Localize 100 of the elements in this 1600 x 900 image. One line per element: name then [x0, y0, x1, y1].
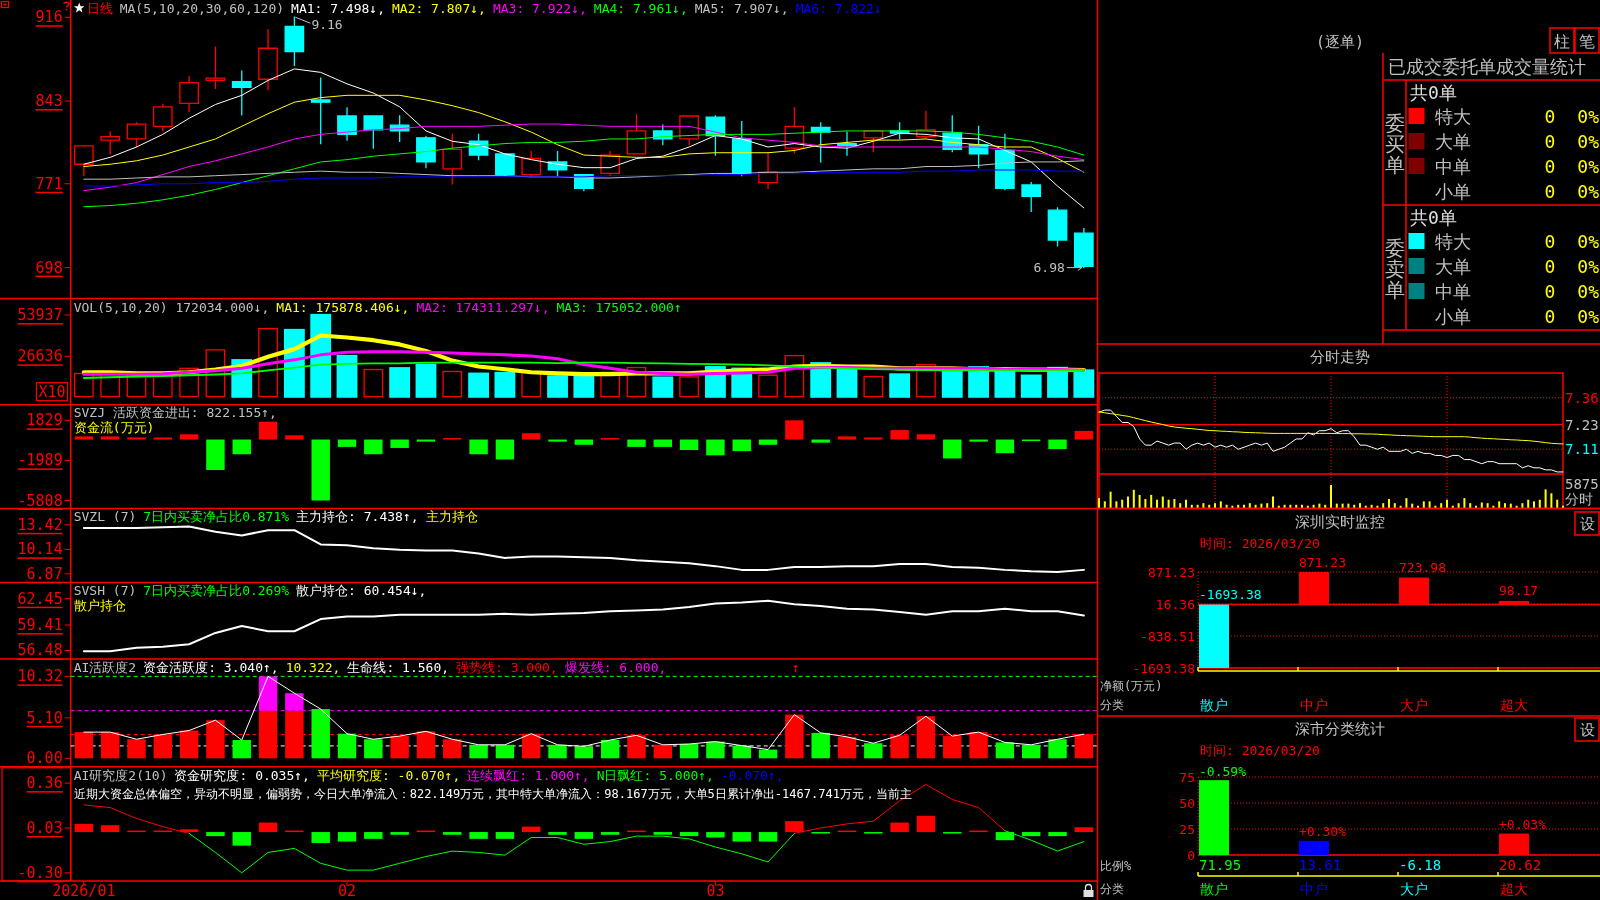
y-tick-label: -0.30 [17, 863, 63, 882]
text: 笔 [1579, 31, 1595, 51]
chart-title: AI研究度2(10) [73, 768, 168, 783]
annotation: 爆发线: 6.000, [564, 660, 667, 675]
data-label: 71.95 [1199, 857, 1242, 873]
text: 小单 [1435, 305, 1471, 327]
y-tick-label: 871.23 [1148, 564, 1195, 580]
x-tick-label: 02 [337, 882, 357, 900]
text: 0% [1577, 255, 1600, 277]
text: 0 [1544, 280, 1556, 302]
series-label: 主力持仓: 7.438↑, [296, 509, 419, 524]
annotation: 生命线: 1.560, [347, 660, 450, 675]
legend-title: MA(5,10,20,30,60,120) [119, 0, 285, 16]
y-tick-label: 50 [1179, 795, 1195, 811]
y-axis-title: X10 [38, 382, 66, 401]
y-tick-label: 7.11 [1565, 441, 1599, 458]
text: 资金流(万元) [73, 420, 155, 435]
y-tick-label: 5.10 [26, 708, 63, 727]
text: 大单 [1435, 255, 1471, 277]
x-tick-label: 2026/01 [52, 882, 116, 900]
text: MA2: 174311.297↓, [416, 300, 550, 315]
text: 中单 [1435, 155, 1471, 177]
annotation: 连续飘红: 1.000↑, [467, 768, 590, 783]
annotation: 9.16 [311, 16, 343, 32]
data-label: 98.17 [1499, 583, 1539, 599]
text: MA1: 7.498↓, [291, 0, 385, 16]
y-tick-label: 56.48 [17, 641, 63, 660]
y-tick-label: 16.36 [1155, 596, 1195, 612]
text: 已成交委托单成交量统计 [1388, 55, 1586, 77]
y-tick-label: 26636 [17, 347, 63, 366]
text: 特大 [1435, 105, 1471, 127]
y-tick-label: 0.03 [26, 818, 63, 837]
annotation: 平均研究度: -0.070↑, [316, 768, 461, 783]
chart-title: AI活跃度2 [73, 660, 137, 675]
annotation: 强势线: 3.000, [456, 660, 558, 675]
annotation: -0.070↑, [720, 768, 784, 783]
y-tick-label: 13.42 [17, 515, 63, 534]
y-tick-label: 62.45 [17, 589, 63, 608]
series-label: 散户持仓: 60.454↓, [296, 583, 427, 598]
text: 0 [1544, 130, 1556, 152]
y-tick-label: -838.51 [1140, 628, 1195, 644]
text: MA2: 7.807↓, [392, 0, 486, 16]
x-tick-label: 大户 [1400, 881, 1428, 897]
data-label: 871.23 [1299, 554, 1346, 570]
text: 0% [1577, 305, 1600, 327]
data-label: 13.61 [1299, 857, 1342, 873]
y-axis-title: 净额(万元) [1100, 679, 1163, 693]
chart-title: 深市分类统计 [1295, 720, 1385, 738]
x-tick-label: 中户 [1300, 697, 1328, 713]
chart-title: SVZJ 活跃资金进出: 822.155↑, [73, 405, 277, 420]
text: 0 [1544, 230, 1556, 252]
chart-title: 分时走势 [1310, 348, 1370, 366]
annotation: ↑ [792, 660, 800, 675]
text: MA4: 7.961↓, [593, 0, 688, 16]
y-tick-label: 771 [35, 174, 63, 193]
chart-title: SVZL (7) [73, 509, 137, 524]
series-label: 资金活跃度: 3.040↑, [143, 660, 279, 675]
y-tick-label: -1693.38 [1132, 660, 1195, 676]
text: 大单 [1435, 130, 1471, 152]
x-axis-title: 分类 [1100, 698, 1124, 712]
y-tick-label: 10.32 [17, 667, 63, 686]
annotation: N日飘红: 5.000↑, [596, 768, 714, 783]
y-tick-label: 53937 [17, 306, 63, 325]
chart-title: VOL(5,10,20) 172034.000↓, [73, 300, 270, 315]
annotation: +0.30% [1299, 824, 1347, 840]
y-tick-label: 59.41 [17, 616, 63, 635]
text: 0% [1577, 230, 1600, 252]
text: 共0单 [1410, 206, 1457, 228]
chart-title: 深圳实时监控 [1295, 513, 1385, 531]
annotation: +0.03% [1499, 817, 1547, 833]
text: 设 [1579, 514, 1595, 533]
text: 0% [1577, 130, 1600, 152]
y-tick-label: 698 [35, 258, 63, 277]
y-tick-label: 0.36 [26, 774, 63, 793]
y-tick-label: 25 [1179, 821, 1195, 837]
text: MA1: 175878.406↓, [276, 300, 410, 315]
text: 0 [1544, 305, 1556, 327]
y-tick-label: -1989 [17, 451, 63, 470]
chart-subtitle: 主力持仓 [425, 509, 478, 524]
x-tick-label: 中户 [1300, 881, 1328, 897]
data-label: -1693.38 [1199, 587, 1262, 603]
x-tick-label: 散户 [1200, 697, 1228, 713]
text: 0% [1577, 280, 1600, 302]
y-tick-label: 10.14 [17, 540, 63, 559]
chart-subtitle: 时间: 2026/03/20 [1200, 535, 1320, 551]
text: MA3: 175052.000↑ [556, 300, 682, 315]
x-tick-label: 散户 [1200, 881, 1228, 897]
y-tick-label: 0.00 [26, 749, 63, 768]
y-tick-label: 843 [35, 92, 63, 111]
x-tick-label: 超大 [1500, 881, 1528, 897]
data-label: 723.98 [1399, 560, 1446, 576]
y-tick-label: 7.36 [1565, 389, 1599, 406]
annotation: 资金研究度: 0.035↑, [174, 768, 310, 783]
text: (逐单) [1315, 33, 1365, 51]
annotation: -0.59% [1199, 763, 1247, 779]
text: 0 [1544, 105, 1556, 127]
text: 小单 [1435, 180, 1471, 202]
text: MA6: 7.822↓ [795, 0, 882, 16]
chart-title: SVSH (7) [73, 583, 137, 598]
text: -6.18 [1399, 857, 1442, 873]
